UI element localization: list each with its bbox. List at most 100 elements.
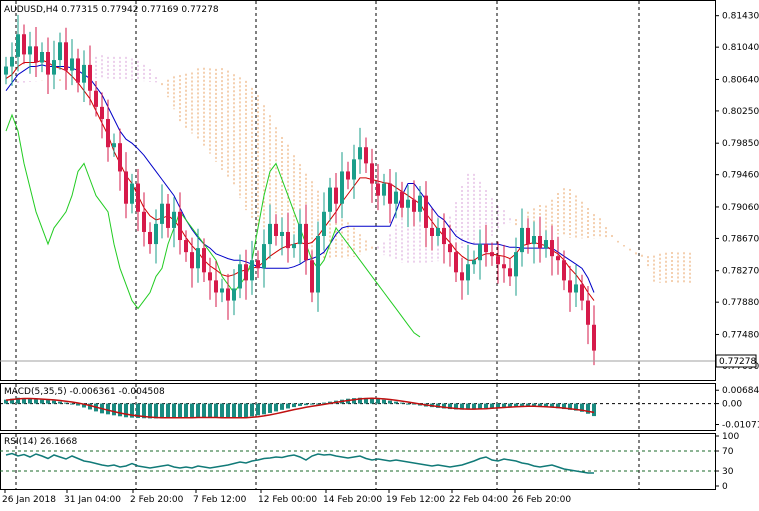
macd-bar (250, 403, 254, 417)
candle-body (298, 223, 302, 245)
time-tick-label: 31 Jan 04:00 (64, 495, 121, 505)
macd-signal (5, 397, 595, 419)
macd-bar (586, 403, 590, 414)
macd-pane-frame (0, 383, 716, 431)
candle-body (34, 46, 38, 63)
macd-bar (286, 403, 290, 409)
macd-bar (178, 403, 182, 418)
candlesticks (4, 14, 596, 366)
price-tick-label: 0.78670 (722, 234, 759, 244)
candle-body (100, 106, 104, 119)
candle-body (430, 227, 434, 236)
time-tick-label: 12 Feb 00:00 (258, 495, 317, 505)
candle-body (334, 187, 338, 204)
macd-bar (316, 403, 320, 405)
candle-body (16, 34, 20, 57)
macd-bar (562, 403, 566, 410)
candle-body (376, 183, 380, 196)
candle-body (508, 268, 512, 277)
rsi-pane: RSI(14) 26.1668 (0, 433, 716, 490)
candle-body (280, 231, 284, 236)
macd-bar (490, 403, 494, 408)
price-tick-label: 0.81040 (722, 43, 759, 53)
macd-bar (532, 403, 536, 407)
candle-body (202, 248, 206, 273)
candle-body (118, 143, 122, 172)
macd-bar (46, 400, 50, 404)
candle-body (382, 183, 386, 196)
macd-bar (454, 403, 458, 410)
candle-body (28, 46, 32, 55)
time-tick-label: 19 Feb 12:00 (386, 495, 445, 505)
candle-body (232, 288, 236, 301)
macd-bar (88, 403, 92, 410)
macd-bar (310, 403, 314, 405)
current-price-label: 0.77278 (719, 357, 756, 367)
candle-body (358, 147, 362, 160)
candle-body (148, 231, 152, 245)
macd-bar (448, 403, 452, 410)
candle-body (196, 248, 200, 269)
macd-bar (520, 403, 524, 406)
candle-body (160, 203, 164, 224)
time-tick-label: 2 Feb 20:00 (130, 495, 184, 505)
macd-bar (502, 403, 506, 408)
macd-bar (274, 403, 278, 412)
macd-bar (538, 403, 542, 407)
candle-body (142, 211, 146, 232)
candle-body (436, 227, 440, 236)
candle-body (502, 264, 506, 269)
candle-body (190, 252, 194, 269)
macd-bar (238, 403, 242, 418)
candle-body (400, 191, 404, 208)
candle-body (346, 171, 350, 180)
macd-gridlines (15, 384, 640, 430)
candle-body (412, 199, 416, 212)
rsi-axis: 100 70 30 0 (715, 432, 739, 492)
chikou-line (5, 113, 421, 338)
candle-body (274, 223, 278, 236)
current-price-box (715, 354, 757, 368)
rsi-series (5, 452, 594, 474)
rsi-tick-label: 0 (722, 482, 728, 492)
time-axis: 26 Jan 2018 31 Jan 04:00 2 Feb 20:00 7 Feb … (2, 489, 571, 505)
candle-body (328, 187, 332, 212)
candle-body (46, 52, 50, 75)
macd-bar (244, 403, 248, 418)
macd-bar (130, 403, 134, 418)
macd-bar (64, 402, 68, 404)
macd-bar (106, 403, 110, 415)
candle-body (10, 56, 14, 67)
candle-body (544, 240, 548, 249)
macd-bar (484, 403, 488, 409)
macd-bar (256, 403, 260, 416)
candle-body (136, 183, 140, 212)
candle-body (490, 252, 494, 257)
macd-bar (358, 397, 362, 404)
macd-tick-label: -0.010711 (722, 421, 759, 431)
macd-bar (214, 403, 218, 418)
macd-bar (34, 399, 38, 404)
price-tick-label: 0.77880 (722, 298, 759, 308)
macd-bar (328, 401, 332, 404)
macd-bar (82, 403, 86, 408)
candle-body (292, 244, 296, 249)
macd-bar (208, 403, 212, 418)
rsi-label: RSI(14) 26.1668 (4, 437, 77, 447)
macd-bar (118, 403, 122, 417)
macd-pane: MACD(5,35,5) -0.006361 -0.004508 (0, 383, 716, 431)
macd-bar (364, 397, 368, 404)
macd-bar (142, 403, 146, 419)
candle-body (268, 223, 272, 245)
macd-bar (280, 403, 284, 410)
macd-bar (148, 403, 152, 419)
candle-body (106, 118, 110, 148)
macd-bar (388, 400, 392, 404)
macd-axis: 0.006842 0.00 -0.010711 (715, 386, 759, 431)
macd-bar (508, 403, 512, 407)
macd-bar (16, 397, 20, 404)
price-tick-label: 0.80640 (722, 75, 759, 85)
candle-body (538, 236, 542, 249)
candle-body (76, 58, 80, 83)
candle-body (322, 211, 326, 236)
